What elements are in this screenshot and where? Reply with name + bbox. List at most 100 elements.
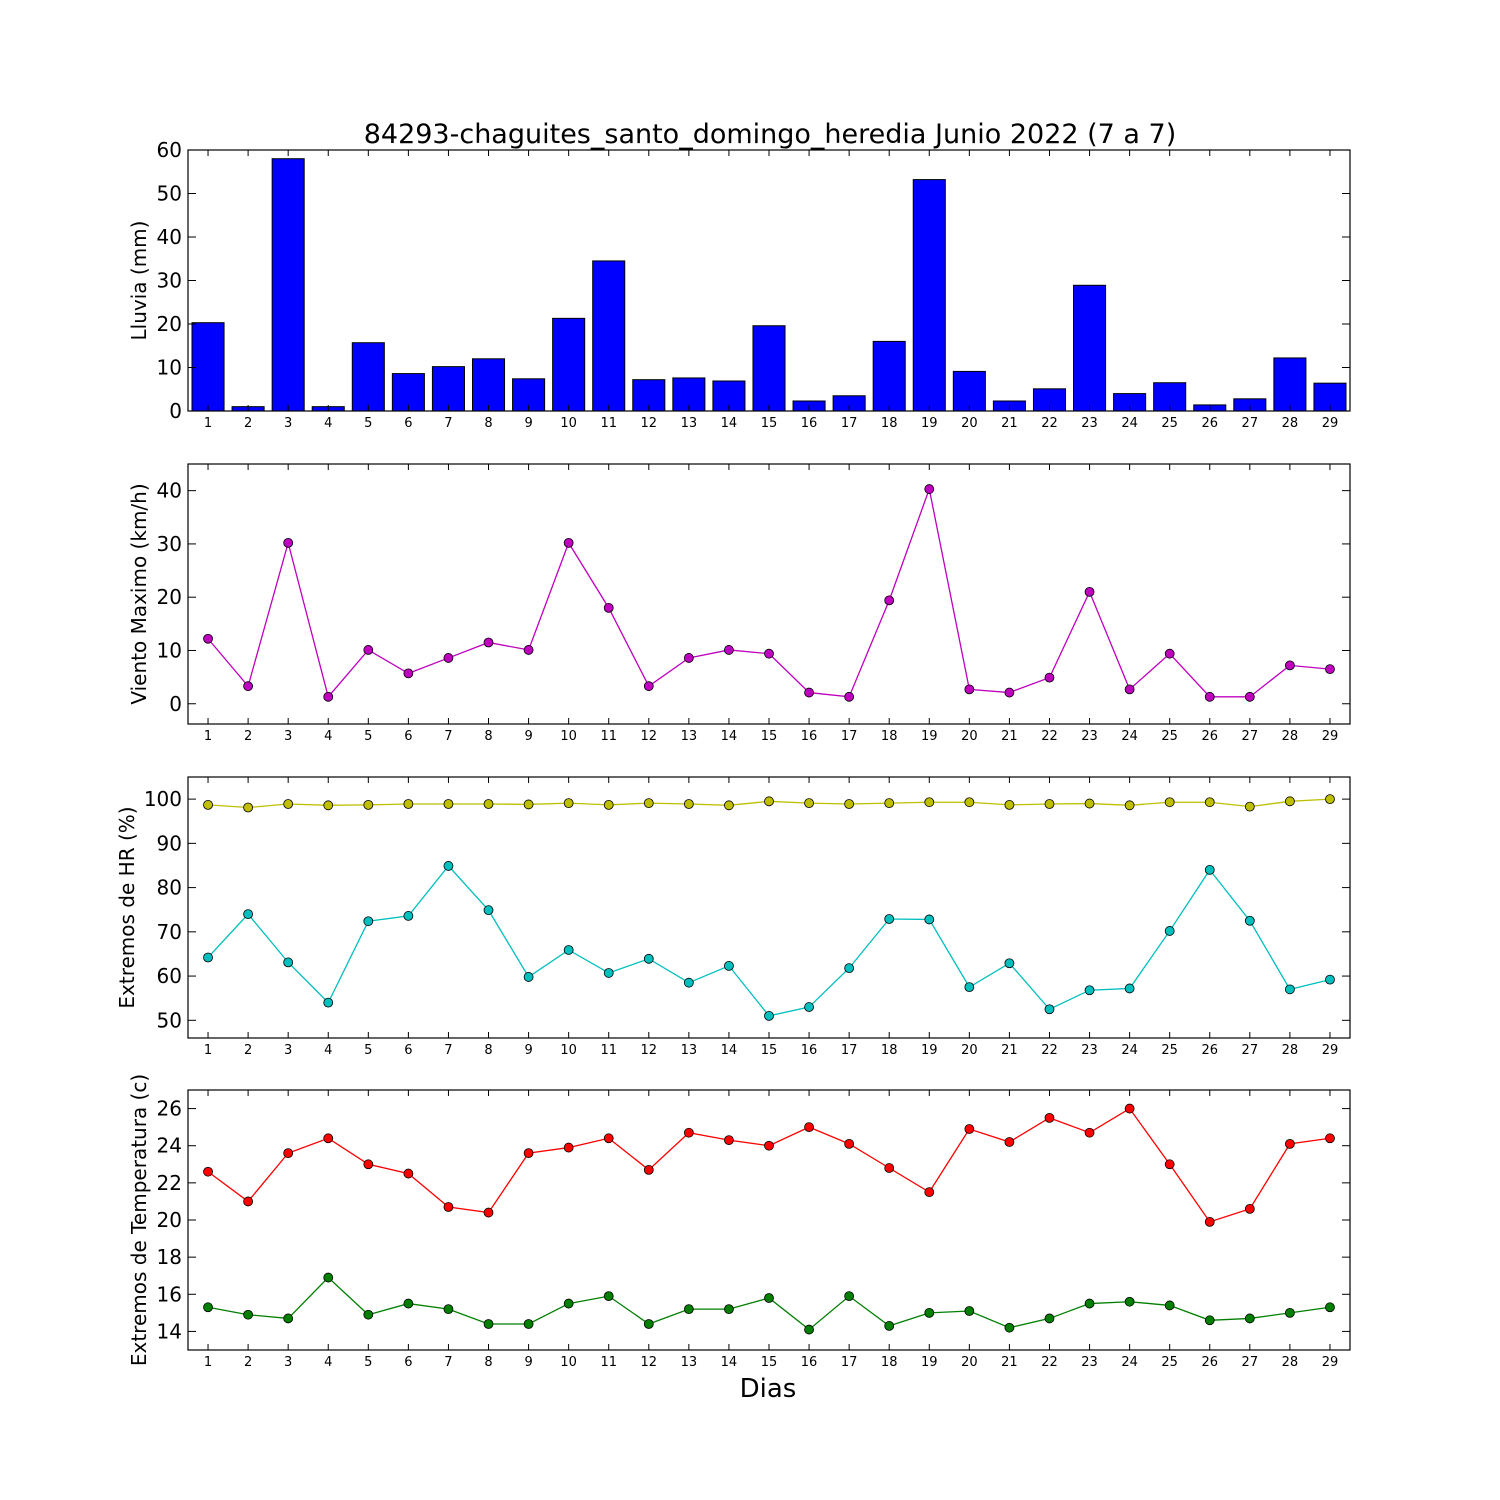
- humedad-series-0-point-2: [243, 802, 254, 813]
- bar-day-3: [271, 158, 305, 412]
- humedad-series-0-point-14: [724, 800, 734, 811]
- xtick-label: 29: [1322, 1355, 1339, 1370]
- xtick-label: 8: [484, 1043, 492, 1058]
- humedad-series-0-point-13: [683, 799, 694, 809]
- temperatura-series-1-point-27: [1244, 1313, 1255, 1324]
- humedad-series-0-point-3: [283, 799, 294, 809]
- xtick-label: 16: [801, 1355, 818, 1370]
- temperatura-series-0-point-9: [523, 1148, 534, 1159]
- xtick-label: 14: [721, 1355, 738, 1370]
- temperatura-series-0-point-2: [243, 1196, 254, 1207]
- viento-series-0-point-16: [804, 687, 814, 698]
- viento-series-0-line: [207, 486, 1331, 699]
- temperatura-series-1-point-15: [764, 1293, 774, 1303]
- humedad-series-0-point-4: [323, 800, 334, 811]
- humedad-series-0-point-22: [1044, 799, 1055, 809]
- ytick-label: 10: [157, 638, 182, 662]
- viento-series-0-point-12: [643, 681, 654, 692]
- temperatura-series-1-point-2: [243, 1309, 254, 1320]
- xtick-label: 15: [761, 1355, 778, 1370]
- humedad-series-1-point-17: [844, 963, 855, 974]
- xtick-label: 22: [1041, 729, 1058, 744]
- humedad-series-1-point-11: [603, 968, 614, 978]
- temperatura-series-1-point-19: [924, 1307, 935, 1318]
- humedad-series-1-point-9: [523, 972, 534, 982]
- xtick-label: 23: [1081, 1043, 1098, 1058]
- temperatura-series-0-point-18: [884, 1163, 895, 1173]
- temperatura-series-1-point-10: [563, 1298, 574, 1309]
- xtick-label: 28: [1282, 729, 1299, 744]
- humedad-series-0-point-21: [1004, 799, 1015, 810]
- bar-day-18: [872, 340, 906, 412]
- ytick-label: 14: [157, 1319, 182, 1343]
- xtick-label: 27: [1242, 1355, 1259, 1370]
- xtick-label: 21: [1001, 416, 1018, 431]
- xtick-label: 7: [444, 729, 452, 744]
- temperatura-series-1-point-16: [804, 1324, 814, 1335]
- xtick-label: 1: [204, 1355, 212, 1370]
- xtick-label: 15: [761, 1043, 778, 1058]
- viento-series-0-point-25: [1164, 648, 1175, 659]
- xtick-label: 2: [244, 729, 252, 744]
- temperatura-series-1-point-14: [724, 1304, 734, 1315]
- xtick-label: 22: [1041, 1043, 1058, 1058]
- xtick-label: 18: [881, 1043, 898, 1058]
- humedad-series-1-point-5: [363, 916, 374, 927]
- xtick-label: 5: [364, 729, 372, 744]
- temperatura-series-0-point-10: [563, 1142, 574, 1153]
- xtick-label: 24: [1121, 729, 1138, 744]
- xtick-label: 1: [204, 416, 212, 431]
- humedad-series-1-point-12: [643, 953, 654, 964]
- humedad-series-0-point-28: [1284, 796, 1295, 807]
- humedad-series-0-point-9: [523, 799, 534, 810]
- xtick-label: 11: [600, 416, 617, 431]
- ytick-label: 30: [157, 532, 182, 556]
- viento-series-0-point-27: [1244, 691, 1255, 702]
- ytick-label: 20: [157, 1208, 182, 1232]
- xtick-label: 12: [641, 416, 658, 431]
- humedad-series-0-point-5: [363, 799, 374, 810]
- xtick-label: 9: [524, 729, 532, 744]
- ytick-label: 26: [157, 1097, 182, 1121]
- temperatura-series-0-point-22: [1044, 1112, 1055, 1123]
- xtick-label: 2: [244, 1355, 252, 1370]
- temperatura-series-0-point-25: [1164, 1159, 1175, 1170]
- viento-series-0-point-19: [924, 484, 935, 494]
- humedad-series-0-point-27: [1244, 801, 1255, 812]
- xtick-label: 24: [1121, 416, 1138, 431]
- xtick-label: 10: [560, 416, 577, 431]
- temperatura-series-1-point-29: [1325, 1302, 1335, 1313]
- xtick-label: 6: [404, 1043, 412, 1058]
- temperatura-series-0-point-21: [1004, 1137, 1015, 1147]
- temperatura-series-1-point-28: [1284, 1307, 1295, 1318]
- xtick-label: 3: [284, 416, 292, 431]
- axes-frame-humedad: [187, 776, 1351, 1039]
- humedad-series-1-point-20: [964, 982, 975, 993]
- viento-series-0-point-21: [1004, 687, 1015, 698]
- humedad-series-1-point-23: [1084, 985, 1095, 996]
- ytick-label: 30: [157, 269, 182, 293]
- xtick-label: 14: [721, 416, 738, 431]
- xtick-label: 16: [801, 1043, 818, 1058]
- xtick-label: 4: [324, 1355, 332, 1370]
- xtick-label: 22: [1041, 416, 1058, 431]
- xtick-label: 10: [560, 1355, 577, 1370]
- xtick-label: 1: [204, 1043, 212, 1058]
- xtick-label: 5: [364, 1355, 372, 1370]
- xtick-label: 16: [801, 416, 818, 431]
- humedad-series-1-point-1: [203, 952, 213, 963]
- bar-day-28: [1273, 357, 1307, 412]
- xtick-label: 2: [244, 1043, 252, 1058]
- xtick-label: 26: [1201, 729, 1218, 744]
- humedad-series-0-point-20: [964, 797, 975, 808]
- humedad-series-0-point-8: [483, 799, 494, 809]
- xtick-label: 8: [484, 1355, 492, 1370]
- bar-day-20: [952, 370, 986, 412]
- xtick-label: 23: [1081, 1355, 1098, 1370]
- ytick-label: 70: [157, 920, 182, 944]
- humedad-series-0-point-7: [443, 799, 454, 809]
- viento-series-0-point-20: [964, 684, 975, 695]
